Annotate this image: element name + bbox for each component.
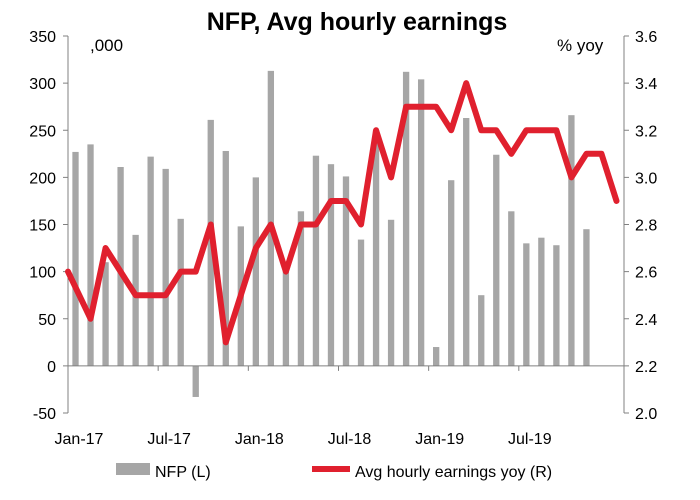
left-tick-label: 50 <box>38 312 56 329</box>
right-tick-label: 3.6 <box>635 29 657 46</box>
chart-title: NFP, Avg hourly earnings <box>207 8 508 36</box>
nfp-bar <box>132 234 139 366</box>
left-tick-label: 100 <box>29 265 56 282</box>
right-tick-label: 2.0 <box>635 406 657 423</box>
nfp-bars <box>72 70 590 397</box>
x-tick-label: Jul-19 <box>508 431 552 448</box>
left-unit-label: ,000 <box>90 36 123 55</box>
right-unit-label: % yoy <box>557 36 604 55</box>
nfp-bar <box>538 237 545 366</box>
nfp-bar <box>222 150 229 366</box>
nfp-bar <box>312 155 320 366</box>
nfp-bar <box>433 347 440 366</box>
nfp-bar <box>282 268 290 366</box>
nfp-bar <box>402 71 410 366</box>
nfp-bar <box>387 219 395 366</box>
nfp-bar <box>192 365 199 397</box>
nfp-bar <box>162 168 169 366</box>
nfp-bar <box>177 218 184 366</box>
right-tick-label: 3.2 <box>635 123 657 140</box>
legend: NFP (L) Avg hourly earnings yoy (R) <box>116 463 552 481</box>
left-tick-label: 350 <box>29 29 56 46</box>
nfp-bar <box>463 118 470 366</box>
left-tick-label: -50 <box>33 406 56 423</box>
left-tick-label: 0 <box>47 359 56 376</box>
nfp-bar <box>508 211 515 366</box>
left-tick-label: 250 <box>29 123 56 140</box>
tick-labels: -50 0 50 100 150 200 250 300 350 2.0 2.2 2.4 2.6 2.8 3… <box>29 29 657 448</box>
nfp-bar <box>357 239 365 366</box>
nfp-bar <box>342 176 350 366</box>
nfp-bar <box>87 144 94 366</box>
nfp-bar <box>327 164 335 366</box>
right-tick-label: 2.4 <box>635 312 657 329</box>
nfp-bar <box>72 151 79 366</box>
nfp-bar <box>583 229 590 366</box>
x-tick-label: Jan-17 <box>55 431 104 448</box>
x-tick-label: Jan-19 <box>415 431 464 448</box>
nfp-bar <box>102 262 109 366</box>
x-tick-label: Jul-17 <box>147 431 191 448</box>
left-tick-label: 150 <box>29 218 56 235</box>
legend-label-earnings: Avg hourly earnings yoy (R) <box>355 464 552 481</box>
nfp-bar <box>267 70 275 366</box>
x-tick-label: Jul-18 <box>328 431 372 448</box>
left-tick-label: 200 <box>29 170 56 187</box>
nfp-bar <box>417 79 425 366</box>
nfp-bar <box>372 130 380 366</box>
axes <box>63 35 629 414</box>
earnings-line <box>65 80 620 346</box>
nfp-bar <box>493 154 500 366</box>
nfp-bar <box>553 245 560 366</box>
nfp-bar <box>568 115 575 366</box>
legend-label-nfp: NFP (L) <box>155 464 211 481</box>
right-tick-label: 3.0 <box>635 170 657 187</box>
nfp-bar <box>523 243 530 366</box>
nfp-bar <box>147 156 154 366</box>
nfp-bar <box>297 211 305 366</box>
x-tick-label: Jan-18 <box>235 431 284 448</box>
nfp-bar <box>252 177 259 366</box>
right-tick-label: 2.8 <box>635 218 657 235</box>
nfp-bar <box>448 180 455 366</box>
right-tick-label: 3.4 <box>635 76 657 93</box>
legend-swatch-nfp <box>116 463 150 475</box>
left-tick-label: 300 <box>29 76 56 93</box>
right-tick-label: 2.6 <box>635 265 657 282</box>
right-tick-label: 2.2 <box>635 359 657 376</box>
earnings-line-path <box>65 80 620 346</box>
nfp-bar <box>478 295 485 366</box>
